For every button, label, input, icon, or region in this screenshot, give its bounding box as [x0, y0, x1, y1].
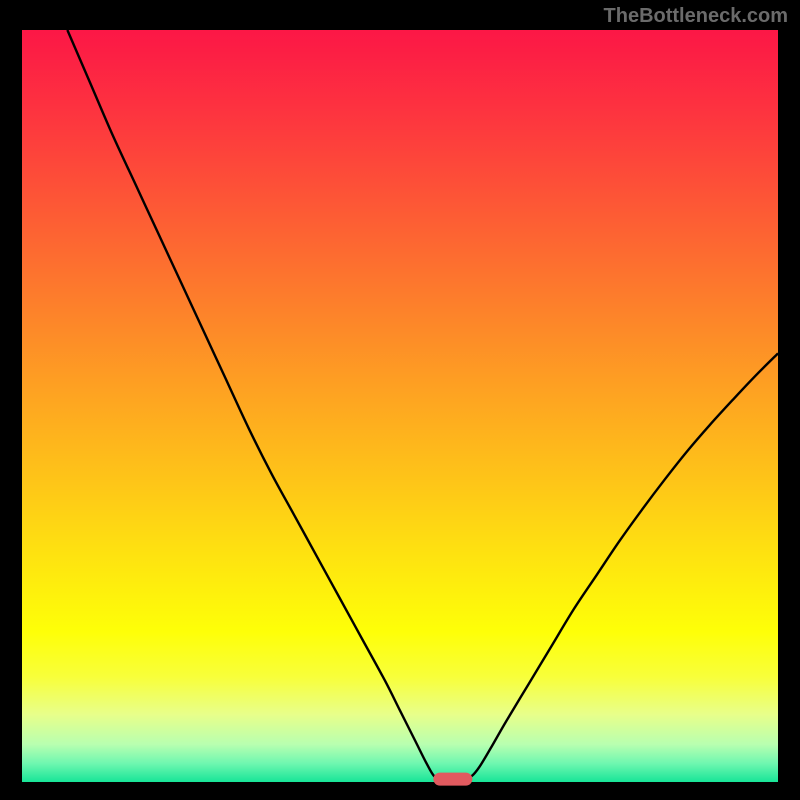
- watermark-text: TheBottleneck.com: [604, 5, 788, 28]
- bottleneck-marker: [433, 773, 472, 786]
- plot-area: [22, 30, 778, 782]
- bottleneck-curve: [67, 30, 778, 779]
- curve-layer: [22, 30, 778, 782]
- chart-root: TheBottleneck.com: [0, 0, 800, 800]
